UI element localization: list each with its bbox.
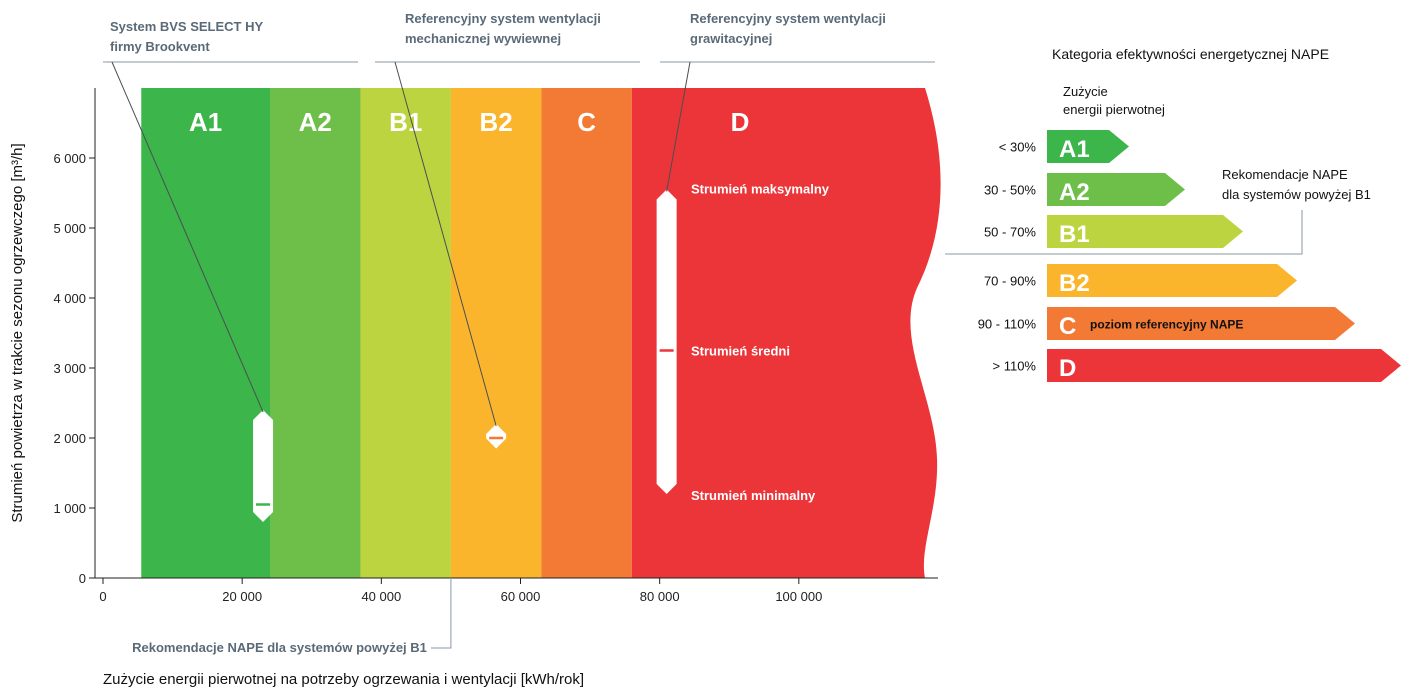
annotations: System BVS SELECT HY firmy Brookvent Refer…: [103, 11, 935, 427]
band-label-d: D: [731, 107, 750, 137]
annotation-1-leader: [111, 61, 264, 413]
annotation-2-leader: [394, 61, 497, 427]
legend-letter-d: D: [1059, 355, 1076, 382]
annotation-1-line-1: System BVS SELECT HY: [110, 19, 263, 34]
recommendation-bracket: [430, 578, 452, 649]
y-tick-label: 0: [79, 571, 86, 586]
legend-arrow-a1: [1047, 130, 1129, 163]
axes: [94, 88, 938, 579]
y-tick-label: 4 000: [53, 291, 86, 306]
legend-arrow-c: [1047, 307, 1355, 340]
band-b1: [360, 88, 451, 578]
range-marker-3: [656, 189, 677, 494]
legend-letter-c: C: [1059, 313, 1076, 340]
y-tick-label: 3 000: [53, 361, 86, 376]
x-tick-label: 40 000: [361, 589, 401, 604]
legend-range-a1: < 30%: [999, 140, 1037, 155]
legend-recommendation-line-1: Rekomendacje NAPE: [1222, 167, 1348, 182]
legend-arrow-b1: [1047, 215, 1243, 248]
legend-arrow-d: [1047, 349, 1401, 382]
x-tick-label: 60 000: [501, 589, 541, 604]
legend-letter-b1: B1: [1059, 221, 1090, 248]
legend-range-d: > 110%: [993, 359, 1037, 374]
flow-label-min: Strumień minimalny: [691, 488, 816, 503]
y-tick-label: 1 000: [53, 501, 86, 516]
annotation-3-line-1: Referencyjny system wentylacji: [690, 11, 886, 26]
band-label-b2: B2: [480, 107, 513, 137]
legend-note-c: poziom referencyjny NAPE: [1090, 318, 1243, 332]
y-axis-title: Strumień powietrza w trakcie sezonu ogrz…: [9, 143, 26, 522]
band-label-a2: A2: [299, 107, 332, 137]
legend-range-c: 90 - 110%: [978, 317, 1037, 332]
band-a2: [270, 88, 361, 578]
legend-subtitle-line-2: energii pierwotnej: [1063, 102, 1165, 117]
flow-label-mean: Strumień średni: [691, 344, 790, 359]
legend-range-a2: 30 - 50%: [984, 183, 1036, 198]
legend-subtitle-line-1: Zużycie: [1063, 84, 1108, 99]
legend-recommendation-bracket: [945, 210, 1303, 255]
flow-label-max: Strumień maksymalny: [691, 182, 830, 197]
range-marker-1: [253, 410, 274, 522]
annotation-2-line-2: mechanicznej wywiewnej: [405, 31, 561, 46]
band-label-b1: B1: [389, 107, 422, 137]
band-d: [631, 88, 941, 578]
x-tick-label: 100 000: [775, 589, 822, 604]
legend-range-b2: 70 - 90%: [984, 274, 1036, 289]
legend-arrow-b2: [1047, 264, 1297, 297]
y-tick-label: 6 000: [53, 151, 86, 166]
legend-arrow-a2: [1047, 173, 1185, 206]
range-markers: Strumień maksymalny Strumień średni Strumi…: [253, 182, 830, 522]
x-axis-title: Zużycie energii pierwotnej na potrzeby o…: [103, 671, 584, 688]
range-marker-2: [486, 424, 507, 449]
band-label-c: C: [577, 107, 596, 137]
legend-title: Kategoria efektywności energetycznej NAP…: [1052, 46, 1329, 62]
legend-range-b1: 50 - 70%: [984, 225, 1036, 240]
legend-letter-a2: A2: [1059, 179, 1090, 206]
x-tick-label: 80 000: [640, 589, 680, 604]
annotation-3-leader: [666, 61, 691, 192]
efficiency-bands: A1 A2 B1 B2 C D: [141, 88, 941, 578]
annotation-2-line-1: Referencyjny system wentylacji: [405, 11, 601, 26]
legend-letter-a1: A1: [1059, 136, 1090, 163]
y-tick-label: 5 000: [53, 221, 86, 236]
x-tick-label: 20 000: [222, 589, 262, 604]
legend-recommendation-line-2: dla systemów powyżej B1: [1222, 187, 1371, 202]
band-a1: [141, 88, 270, 578]
band-c: [541, 88, 632, 578]
y-tick-label: 2 000: [53, 431, 86, 446]
annotation-3-line-2: grawitacyjnej: [690, 31, 772, 46]
band-b2: [450, 88, 542, 578]
band-label-a1: A1: [189, 107, 222, 137]
legend-letter-b2: B2: [1059, 270, 1090, 297]
nape-legend: A1 < 30% A2 30 - 50% B1 50 - 70% B2 70 - 90% C 90…: [945, 130, 1401, 382]
ticks: 0 1 000 2 000 3 000 4 000 5 000 6 000 0 20 000 40…: [53, 151, 822, 649]
recommendation-label: Rekomendacje NAPE dla systemów powyżej B…: [132, 640, 427, 655]
annotation-1-line-2: firmy Brookvent: [110, 39, 210, 54]
x-tick-label: 0: [99, 589, 106, 604]
